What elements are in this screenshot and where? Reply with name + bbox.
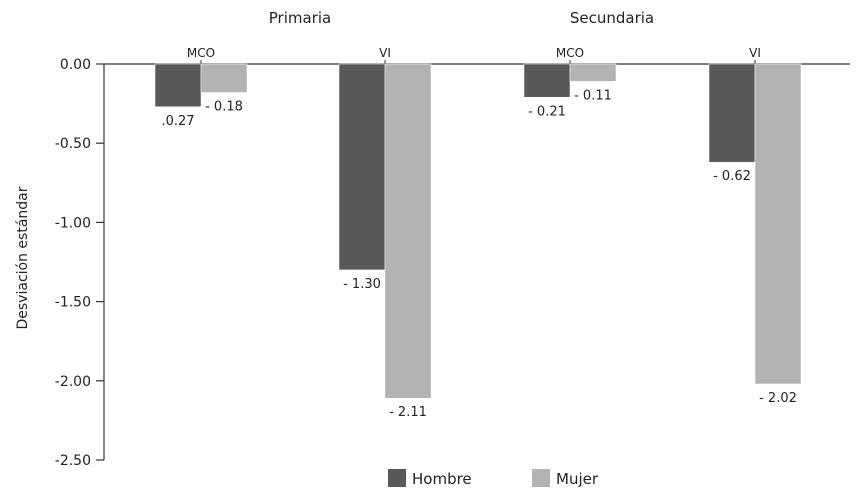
bar-hombre [338,63,386,271]
data-label: - 0.62 [713,169,751,184]
bar-hombre [708,63,756,163]
category-label: MCO [187,46,215,60]
data-label: - 2.02 [759,391,797,406]
legend-swatch-mujer [532,469,550,487]
y-tick-label: -2.00 [55,374,91,390]
bar-hombre [154,63,202,108]
bar-mujer [384,63,432,399]
category-label: VI [749,46,761,60]
bar-mujer [200,63,248,93]
y-axis-title: Desviación estándar [15,186,31,329]
data-label: - 1.30 [343,277,381,292]
group-title-primaria: Primaria [269,9,331,27]
legend-label: Hombre [412,470,472,488]
bar-hombre [523,63,571,98]
group-title-secundaria: Secundaria [570,9,654,27]
data-label: - 0.21 [528,104,566,119]
y-tick-label: -1.00 [55,215,91,231]
y-tick-label: -1.50 [55,295,91,311]
bar-mujer [754,63,802,385]
legend-swatch-hombre [388,469,406,487]
legend-label: Mujer [556,470,599,488]
y-tick-label: -2.50 [55,453,91,469]
data-label: .0.27 [161,114,194,129]
category-label: VI [379,46,391,60]
bar-mujer [569,63,617,82]
plot-area: 0.00 -0.50 -1.00 -1.50 -2.00 -2.50 MCO VI MCO VI.… [55,46,850,469]
y-tick-label: -0.50 [55,136,91,152]
data-label: - 2.11 [389,405,427,420]
data-label: - 0.11 [574,88,612,103]
data-label: - 0.18 [205,100,243,115]
category-label: MCO [556,46,584,60]
y-tick-label: 0.00 [60,57,91,73]
group-titles: Primaria Secundaria [269,9,654,27]
legend: Hombre Mujer [388,469,599,488]
